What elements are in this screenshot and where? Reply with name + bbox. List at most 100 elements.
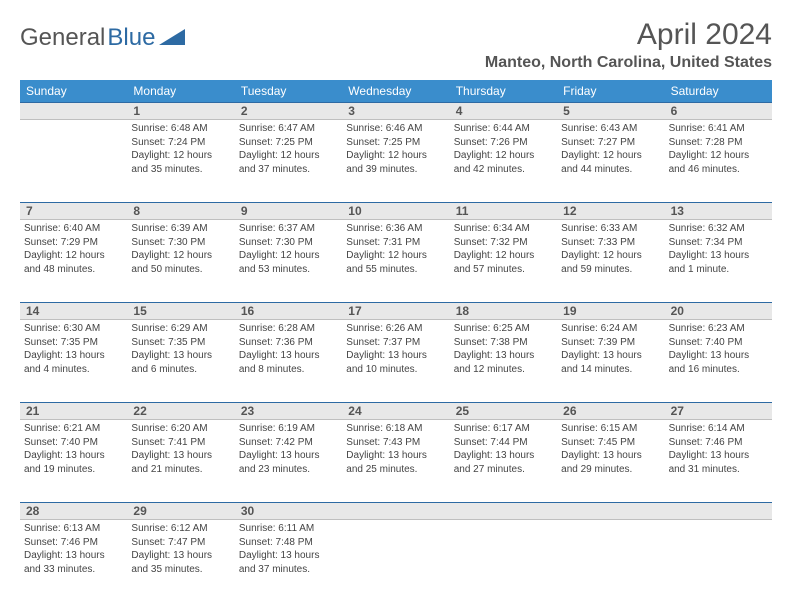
sunrise-text: Sunrise: 6:18 AM [346,422,445,436]
day-number: 27 [665,403,772,419]
sunrise-text: Sunrise: 6:43 AM [561,122,660,136]
sunrise-text: Sunrise: 6:24 AM [561,322,660,336]
sunrise-text: Sunrise: 6:26 AM [346,322,445,336]
sunset-text: Sunset: 7:41 PM [131,436,230,450]
sunset-text: Sunset: 7:35 PM [131,336,230,350]
day-number-row: 282930 [20,502,772,520]
daylight-text-1: Daylight: 12 hours [239,249,338,263]
day-header-cell: Tuesday [235,80,342,102]
daylight-text-2: and 29 minutes. [561,463,660,477]
sunset-text: Sunset: 7:27 PM [561,136,660,150]
daylight-text-1: Daylight: 13 hours [239,549,338,563]
daylight-text-2: and 4 minutes. [24,363,123,377]
daylight-text-2: and 50 minutes. [131,263,230,277]
daylight-text-1: Daylight: 12 hours [131,249,230,263]
day-cell: Sunrise: 6:17 AMSunset: 7:44 PMDaylight:… [450,420,557,502]
daylight-text-2: and 19 minutes. [24,463,123,477]
day-header-cell: Sunday [20,80,127,102]
daylight-text-2: and 21 minutes. [131,463,230,477]
daylight-text-1: Daylight: 12 hours [346,249,445,263]
daylight-text-2: and 48 minutes. [24,263,123,277]
sunset-text: Sunset: 7:34 PM [669,236,768,250]
sunset-text: Sunset: 7:25 PM [346,136,445,150]
sunset-text: Sunset: 7:30 PM [131,236,230,250]
sunset-text: Sunset: 7:35 PM [24,336,123,350]
daylight-text-1: Daylight: 12 hours [454,249,553,263]
day-cell: Sunrise: 6:11 AMSunset: 7:48 PMDaylight:… [235,520,342,602]
day-number: 16 [235,303,342,319]
day-cell: Sunrise: 6:47 AMSunset: 7:25 PMDaylight:… [235,120,342,202]
day-cell: Sunrise: 6:13 AMSunset: 7:46 PMDaylight:… [20,520,127,602]
sunset-text: Sunset: 7:42 PM [239,436,338,450]
day-number: 5 [557,103,664,119]
daylight-text-2: and 12 minutes. [454,363,553,377]
daylight-text-1: Daylight: 12 hours [131,149,230,163]
day-cell: Sunrise: 6:24 AMSunset: 7:39 PMDaylight:… [557,320,664,402]
daylight-text-1: Daylight: 13 hours [131,549,230,563]
day-number: 20 [665,303,772,319]
daylight-text-1: Daylight: 13 hours [239,349,338,363]
day-number [342,503,449,519]
daylight-text-2: and 27 minutes. [454,463,553,477]
daylight-text-1: Daylight: 12 hours [561,249,660,263]
sunrise-text: Sunrise: 6:25 AM [454,322,553,336]
day-number: 22 [127,403,234,419]
sunrise-text: Sunrise: 6:46 AM [346,122,445,136]
day-cell: Sunrise: 6:34 AMSunset: 7:32 PMDaylight:… [450,220,557,302]
week-row: Sunrise: 6:48 AMSunset: 7:24 PMDaylight:… [20,120,772,202]
daylight-text-2: and 53 minutes. [239,263,338,277]
sunrise-text: Sunrise: 6:15 AM [561,422,660,436]
sunrise-text: Sunrise: 6:37 AM [239,222,338,236]
sunrise-text: Sunrise: 6:23 AM [669,322,768,336]
daylight-text-2: and 37 minutes. [239,563,338,577]
daylight-text-2: and 37 minutes. [239,163,338,177]
day-number: 30 [235,503,342,519]
daylight-text-1: Daylight: 13 hours [24,549,123,563]
day-number: 6 [665,103,772,119]
sunrise-text: Sunrise: 6:19 AM [239,422,338,436]
sunrise-text: Sunrise: 6:12 AM [131,522,230,536]
daylight-text-1: Daylight: 13 hours [24,449,123,463]
sunrise-text: Sunrise: 6:17 AM [454,422,553,436]
daylight-text-1: Daylight: 13 hours [131,349,230,363]
sunset-text: Sunset: 7:32 PM [454,236,553,250]
day-number: 12 [557,203,664,219]
day-number: 21 [20,403,127,419]
daylight-text-1: Daylight: 13 hours [454,349,553,363]
sunrise-text: Sunrise: 6:36 AM [346,222,445,236]
sunrise-text: Sunrise: 6:47 AM [239,122,338,136]
day-number-row: 14151617181920 [20,302,772,320]
day-cell: Sunrise: 6:44 AMSunset: 7:26 PMDaylight:… [450,120,557,202]
daylight-text-1: Daylight: 13 hours [346,449,445,463]
daylight-text-2: and 44 minutes. [561,163,660,177]
day-cell: Sunrise: 6:33 AMSunset: 7:33 PMDaylight:… [557,220,664,302]
sunrise-text: Sunrise: 6:34 AM [454,222,553,236]
sunset-text: Sunset: 7:30 PM [239,236,338,250]
daylight-text-2: and 6 minutes. [131,363,230,377]
day-cell: Sunrise: 6:15 AMSunset: 7:45 PMDaylight:… [557,420,664,502]
day-number: 23 [235,403,342,419]
day-number: 19 [557,303,664,319]
daylight-text-2: and 25 minutes. [346,463,445,477]
daylight-text-1: Daylight: 12 hours [24,249,123,263]
sunset-text: Sunset: 7:25 PM [239,136,338,150]
sunrise-text: Sunrise: 6:14 AM [669,422,768,436]
sunset-text: Sunset: 7:31 PM [346,236,445,250]
day-number [557,503,664,519]
day-cell [557,520,664,602]
daylight-text-2: and 10 minutes. [346,363,445,377]
daylight-text-1: Daylight: 12 hours [346,149,445,163]
daylight-text-1: Daylight: 12 hours [454,149,553,163]
day-number: 24 [342,403,449,419]
day-number: 17 [342,303,449,319]
day-number [20,103,127,119]
sunrise-text: Sunrise: 6:48 AM [131,122,230,136]
day-cell: Sunrise: 6:20 AMSunset: 7:41 PMDaylight:… [127,420,234,502]
sunset-text: Sunset: 7:37 PM [346,336,445,350]
daylight-text-2: and 39 minutes. [346,163,445,177]
sunset-text: Sunset: 7:38 PM [454,336,553,350]
day-number: 7 [20,203,127,219]
day-cell: Sunrise: 6:46 AMSunset: 7:25 PMDaylight:… [342,120,449,202]
day-number-row: 21222324252627 [20,402,772,420]
day-number: 8 [127,203,234,219]
